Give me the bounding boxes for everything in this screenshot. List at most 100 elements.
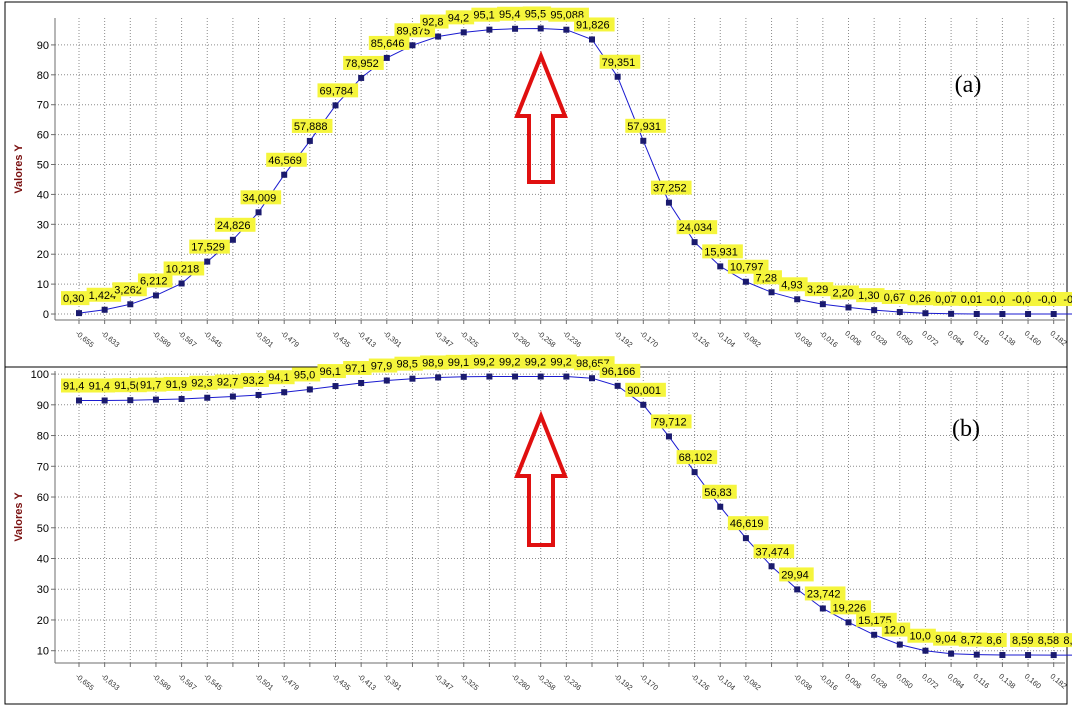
data-label: 92,3	[189, 375, 218, 390]
data-label: 56,83	[702, 484, 737, 499]
data-point	[845, 619, 852, 626]
data-point	[717, 503, 724, 510]
y-tick-label: 80	[37, 70, 49, 82]
data-label: 91,7	[137, 377, 167, 392]
data-point	[922, 647, 929, 654]
data-label: 0,26	[907, 291, 936, 306]
y-tick-label: 70	[37, 100, 49, 112]
svg-text:10,218: 10,218	[166, 263, 200, 275]
svg-text:3,262: 3,262	[114, 284, 142, 296]
svg-text:97,1: 97,1	[345, 363, 366, 375]
data-label: 0,67	[881, 290, 911, 305]
data-label: 92,8	[420, 14, 449, 29]
y-tick-label: 40	[37, 553, 49, 565]
svg-text:-0,0: -0,0	[1038, 294, 1057, 306]
data-point	[819, 605, 826, 612]
data-label: -0	[1061, 292, 1072, 307]
data-label: 90,001	[625, 382, 666, 397]
data-label: 0,07	[933, 291, 962, 306]
svg-text:95,4: 95,4	[499, 9, 520, 21]
svg-text:23,742: 23,742	[807, 588, 841, 600]
data-point	[152, 292, 159, 299]
data-point	[383, 377, 390, 384]
data-point	[332, 383, 339, 390]
data-label: 94,2	[445, 10, 475, 24]
svg-text:8,6: 8,6	[986, 635, 1001, 647]
y-tick-label: 10	[37, 279, 49, 291]
svg-text:29,94: 29,94	[781, 569, 809, 581]
svg-text:0,26: 0,26	[909, 293, 930, 305]
svg-text:1,30: 1,30	[858, 290, 879, 302]
svg-text:8,59: 8,59	[1012, 635, 1033, 647]
data-label: 7,28	[753, 270, 782, 285]
data-label: 96,1	[317, 364, 346, 379]
svg-text:46,569: 46,569	[268, 155, 302, 167]
data-point	[281, 389, 288, 396]
data-label: 91,9	[163, 376, 192, 391]
data-point	[768, 289, 775, 296]
data-point	[717, 263, 724, 270]
data-point	[383, 54, 390, 61]
data-label: 23,742	[804, 586, 846, 601]
svg-text:19,226: 19,226	[833, 602, 867, 614]
svg-text:37,474: 37,474	[756, 546, 790, 558]
svg-text:2,20: 2,20	[833, 287, 854, 299]
svg-text:24,034: 24,034	[679, 222, 713, 234]
y-tick-label: 60	[37, 492, 49, 504]
data-label: 0,30	[61, 291, 90, 306]
svg-text:92,8: 92,8	[422, 17, 443, 29]
data-label: 8,6	[984, 633, 1007, 648]
data-point	[178, 395, 185, 402]
data-point	[794, 296, 801, 303]
y-tick-label: 100	[31, 369, 49, 381]
y-tick-label: 60	[37, 130, 49, 142]
svg-text:99,1: 99,1	[448, 357, 469, 369]
svg-text:79,351: 79,351	[602, 57, 636, 69]
data-label: 46,569	[266, 152, 307, 167]
data-point	[306, 386, 313, 393]
data-label: 97,9	[368, 358, 398, 373]
data-point	[152, 396, 159, 403]
svg-text:99,2: 99,2	[525, 357, 546, 369]
y-tick-label: 50	[37, 160, 49, 172]
data-point	[127, 397, 134, 404]
data-label: 8,58	[1035, 633, 1065, 648]
y-tick-label: 40	[37, 189, 49, 201]
data-label: 95,4	[497, 6, 526, 21]
svg-text:85,646: 85,646	[371, 38, 405, 50]
data-point	[999, 311, 1006, 318]
svg-text:9,04: 9,04	[935, 634, 956, 646]
data-label: 24,034	[676, 220, 718, 235]
y-tick-label: 90	[37, 400, 49, 412]
data-point	[281, 171, 288, 178]
data-label: 34,009	[240, 190, 282, 205]
data-point	[76, 310, 82, 317]
data-label: 85,646	[368, 35, 410, 50]
data-label: 8,59	[1010, 633, 1039, 648]
data-point	[1025, 311, 1032, 318]
svg-text:99,2: 99,2	[550, 357, 571, 369]
svg-text:15,931: 15,931	[704, 246, 738, 258]
data-point	[589, 36, 595, 43]
svg-text:96,166: 96,166	[602, 366, 636, 378]
data-point	[229, 393, 236, 400]
data-point	[101, 306, 108, 313]
series-line	[79, 376, 1072, 656]
data-label: 79,712	[650, 414, 692, 429]
data-point	[1025, 652, 1032, 659]
svg-text:10,0: 10,0	[909, 631, 930, 643]
svg-text:95,1: 95,1	[473, 10, 494, 22]
data-point	[871, 631, 878, 638]
svg-text:-0,0: -0,0	[986, 294, 1005, 306]
data-point	[1050, 311, 1057, 318]
data-point	[665, 433, 672, 440]
data-point	[460, 29, 467, 36]
data-label: 91,826	[574, 17, 615, 32]
svg-text:92,3: 92,3	[191, 378, 212, 390]
data-point	[845, 304, 852, 311]
svg-text:-0: -0	[1063, 294, 1072, 306]
data-point	[229, 236, 236, 243]
y-tick-label: 80	[37, 431, 49, 443]
data-label: 91,4	[86, 378, 116, 393]
